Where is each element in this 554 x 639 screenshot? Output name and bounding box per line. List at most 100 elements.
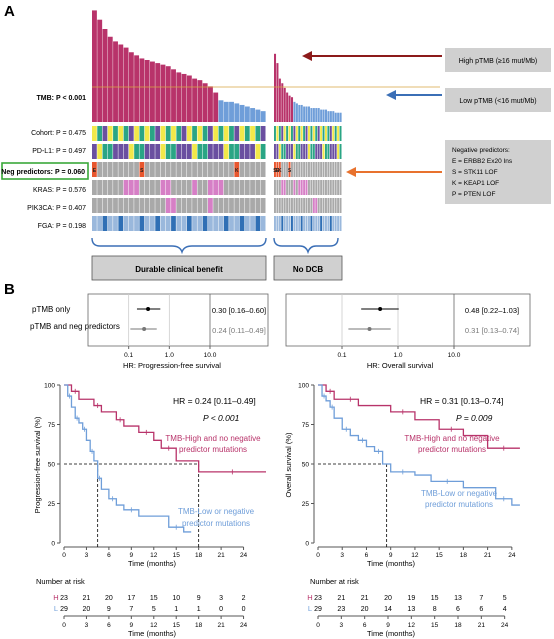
forest-tick-label: 1.0 [393, 352, 402, 359]
pik3ca-cell [310, 198, 313, 213]
pik3ca-cell [320, 198, 323, 213]
pik3ca-cell [176, 198, 182, 213]
pdl1-cell [192, 144, 197, 159]
risk-left-xlabel: Time (months) [128, 629, 177, 638]
neg-predictor-cell [202, 162, 208, 177]
forest-point [142, 327, 147, 331]
pdl1-cell [308, 144, 310, 159]
km-curve [64, 384, 192, 533]
cohort-cell [317, 126, 320, 141]
tmb-bar [139, 58, 145, 122]
pik3ca-cell [329, 198, 332, 213]
neg-predictor-cell [286, 162, 289, 177]
pik3ca-cell [281, 198, 284, 213]
tmb-bar [171, 69, 176, 122]
pik3ca-cell [300, 198, 303, 213]
pdl1-cell [165, 144, 171, 159]
risk-tick-label: 24 [501, 622, 509, 629]
pdl1-cell [150, 144, 155, 159]
fga-cell [139, 216, 145, 231]
kras-cell [334, 180, 337, 195]
neg-predictor-cell [276, 162, 279, 177]
kras-cell [286, 180, 289, 195]
fga-cell [278, 216, 281, 231]
fga-cell [150, 216, 155, 231]
kras-cell [150, 180, 155, 195]
pdl1-cell [144, 144, 150, 159]
pdl1-cell [134, 144, 139, 159]
tmb-bar [113, 41, 118, 122]
km-right-high-label-2: predictor mutations [418, 445, 486, 454]
pik3ca-cell [255, 198, 261, 213]
tmb-bar [334, 112, 337, 122]
risk-tick-label: 12 [408, 622, 416, 629]
kras-cell [144, 180, 150, 195]
neg-predictor-cell [310, 162, 313, 177]
tmb-bar [308, 106, 311, 122]
risk-tick-label: 6 [363, 622, 367, 629]
forest-left-text-1: 0.30 [0.16–0.60] [212, 306, 266, 315]
kras-cell [303, 180, 306, 195]
neg-predictor-cell [327, 162, 330, 177]
pik3ca-cell [239, 198, 245, 213]
fga-cell [293, 216, 296, 231]
km-left-ylabel: Progression-free survival (%) [33, 416, 42, 513]
fga-cell [291, 216, 293, 231]
risk-value-h: 20 [384, 595, 392, 602]
tmb-bar [305, 106, 308, 122]
forest-left-xlabel: HR: Progression-free survival [123, 361, 221, 370]
forest-right-plot: 0.1 1.0 10.0 [337, 294, 461, 359]
risk-group-letter-l: L [54, 604, 58, 613]
cohort-cell [315, 126, 318, 141]
fga-cell [325, 216, 327, 231]
annotation-tracks: E S K S EK S [92, 126, 342, 231]
tmb-bar [291, 97, 294, 122]
pik3ca-cell [102, 198, 108, 213]
forest-right-text-1: 0.48 [0.22–1.03] [465, 306, 519, 315]
tmb-bar [218, 100, 224, 122]
fga-cell [155, 216, 161, 231]
cohort-cell [118, 126, 124, 141]
kras-cell [139, 180, 145, 195]
fga-cell [186, 216, 192, 231]
legend-low-text: Low pTMB (<16 mut/Mb) [459, 98, 536, 105]
fga-cell [244, 216, 250, 231]
kras-cell [312, 180, 315, 195]
neg-predictor-mark: S [140, 168, 144, 174]
cohort-cell [312, 126, 315, 141]
neg-legend-line-3: K = KEAP1 LOF [452, 180, 499, 187]
forest-right-frame [285, 293, 531, 347]
risk-value-l: 9 [107, 606, 111, 613]
neg-predictor-cell [134, 162, 139, 177]
kras-cell [320, 180, 323, 195]
fga-cell [239, 216, 245, 231]
pdl1-cell [339, 144, 342, 159]
pdl1-cell [281, 144, 284, 159]
pdl1-cell [300, 144, 303, 159]
pdl1-cell [186, 144, 192, 159]
pik3ca-cell [118, 198, 124, 213]
tmb-bar [197, 80, 203, 122]
kras-cell [239, 180, 245, 195]
neg-legend-title: Negative predictors: [452, 147, 510, 154]
km-left-xlabel: Time (months) [128, 559, 177, 568]
pdl1-cell [92, 144, 97, 159]
fga-cell [192, 216, 197, 231]
cohort-cell [286, 126, 289, 141]
risk-value-h: 10 [172, 595, 180, 602]
pik3ca-cell [283, 198, 286, 213]
risk-value-h: 9 [197, 595, 201, 602]
pdl1-cell [283, 144, 286, 159]
kras-cell [337, 180, 340, 195]
fga-cell [337, 216, 340, 231]
km-y-tick-label: 0 [305, 541, 309, 548]
km-x-tick-label: 18 [195, 552, 203, 559]
cohort-cell [202, 126, 208, 141]
forest-right-xlabel: HR: Overall survival [367, 361, 434, 370]
risk-value-h: 23 [60, 595, 68, 602]
forest-point [367, 327, 372, 331]
neg-predictor-cell [291, 162, 293, 177]
kras-cell [234, 180, 240, 195]
cohort-cell [305, 126, 308, 141]
pik3ca-cell [197, 198, 203, 213]
